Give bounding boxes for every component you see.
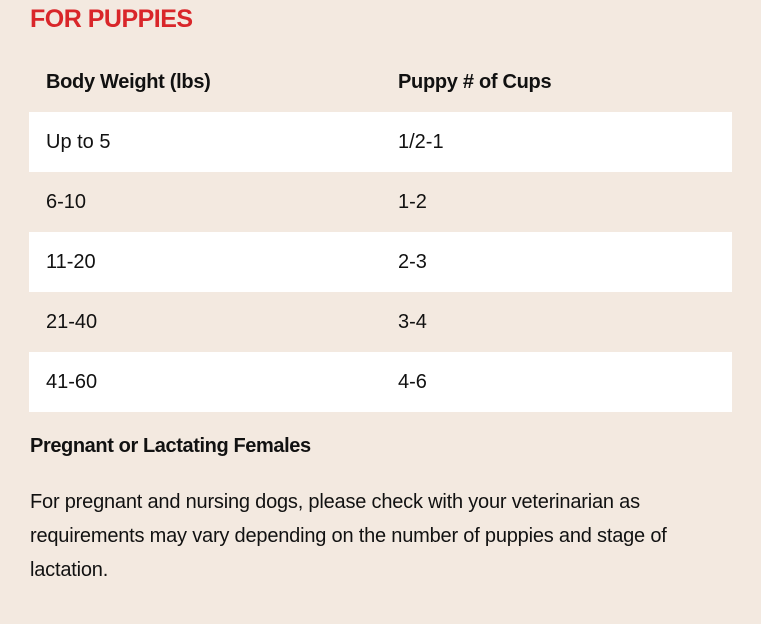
feeding-table: Body Weight (lbs) Puppy # of Cups Up to …: [29, 52, 732, 412]
note-heading: Pregnant or Lactating Females: [30, 435, 311, 457]
cups-cell: 4-6: [398, 371, 427, 393]
table-row: 41-60 4-6: [29, 352, 732, 412]
cups-cell: 3-4: [398, 311, 427, 333]
body-weight-cell: Up to 5: [46, 131, 111, 153]
body-weight-cell: 41-60: [46, 371, 98, 393]
section-title: FOR PUPPIES: [30, 5, 193, 33]
header-puppy-cups: Puppy # of Cups: [398, 71, 552, 93]
header-body-weight: Body Weight (lbs): [46, 71, 211, 93]
table-row: Up to 5 1/2-1: [29, 112, 732, 172]
cups-cell: 1-2: [398, 191, 427, 213]
note-body: For pregnant and nursing dogs, please ch…: [30, 491, 667, 581]
table-row: 6-10 1-2: [29, 172, 732, 232]
cups-cell: 2-3: [398, 251, 427, 273]
body-weight-cell: 6-10: [46, 191, 87, 213]
table-header-row: Body Weight (lbs) Puppy # of Cups: [29, 52, 732, 112]
table-row: 11-20 2-3: [29, 232, 732, 292]
table-row: 21-40 3-4: [29, 292, 732, 352]
body-weight-cell: 11-20: [46, 251, 96, 273]
body-weight-cell: 21-40: [46, 311, 98, 333]
cups-cell: 1/2-1: [398, 131, 444, 153]
